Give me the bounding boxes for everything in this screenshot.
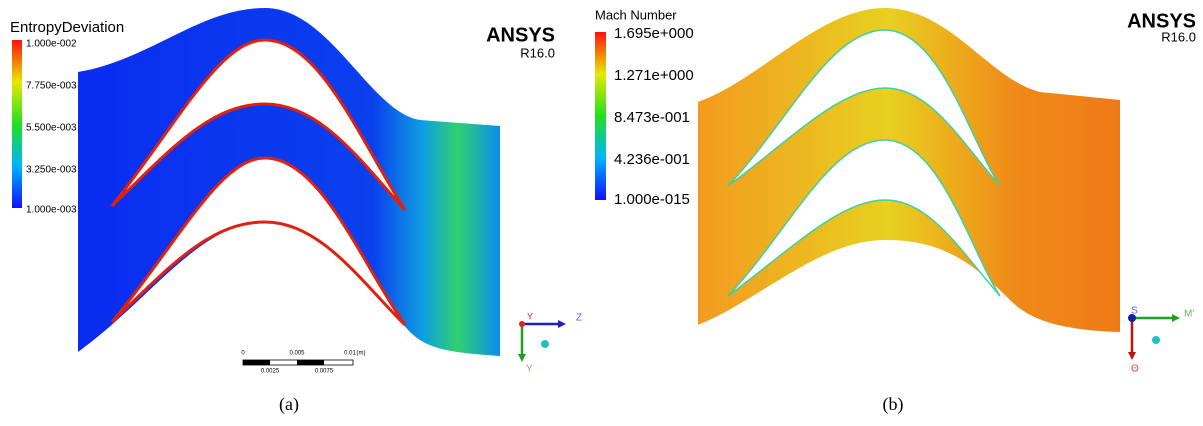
logo: ANSYS xyxy=(486,24,555,46)
legend-tick: 1.271e+000 xyxy=(614,67,694,84)
panel-a: EntropyDeviation 1.000e-002 7.750e-003 5… xyxy=(10,8,582,415)
figure: EntropyDeviation 1.000e-002 7.750e-003 5… xyxy=(0,0,1203,421)
version: R16.0 xyxy=(520,45,555,60)
color-bar xyxy=(595,32,606,200)
axis-triad xyxy=(518,320,566,362)
axis-label: Y xyxy=(527,311,533,321)
axis-label: S xyxy=(1131,306,1138,317)
axis-triad xyxy=(1128,314,1180,360)
scale-label: 0.005 xyxy=(289,351,305,357)
color-bar xyxy=(12,40,22,208)
legend-tick: 1.000e-002 xyxy=(26,39,77,50)
scale-label: 0.0025 xyxy=(261,369,280,375)
axis-label: Θ xyxy=(1131,364,1139,375)
scale-label: 0 xyxy=(241,351,245,357)
caption: (b) xyxy=(883,394,904,415)
legend-tick: 1.000e-015 xyxy=(614,191,690,208)
axis-label: Z xyxy=(576,313,582,324)
version: R16.0 xyxy=(1161,29,1196,44)
legend-title: Mach Number xyxy=(595,7,677,22)
scale-label: 0.0075 xyxy=(315,369,334,375)
legend-tick: 7.750e-003 xyxy=(26,81,77,92)
axis-label: Y xyxy=(526,364,533,375)
legend-tick: 3.250e-003 xyxy=(26,165,77,176)
legend-tick: 1.000e-003 xyxy=(26,205,77,216)
axis-label: M' xyxy=(1184,309,1194,320)
caption: (a) xyxy=(279,394,299,415)
panel-b: Mach Number 1.695e+000 1.271e+000 8.473e… xyxy=(595,7,1196,415)
legend-tick: 4.236e-001 xyxy=(614,151,690,168)
scale-bar xyxy=(243,360,353,365)
scale-label: (m) xyxy=(357,351,366,357)
scale-label: 0.01 xyxy=(344,351,356,357)
legend-title: EntropyDeviation xyxy=(10,19,124,36)
legend-tick: 8.473e-001 xyxy=(614,109,690,126)
legend-tick: 5.500e-003 xyxy=(26,123,77,134)
legend-tick: 1.695e+000 xyxy=(614,25,694,42)
